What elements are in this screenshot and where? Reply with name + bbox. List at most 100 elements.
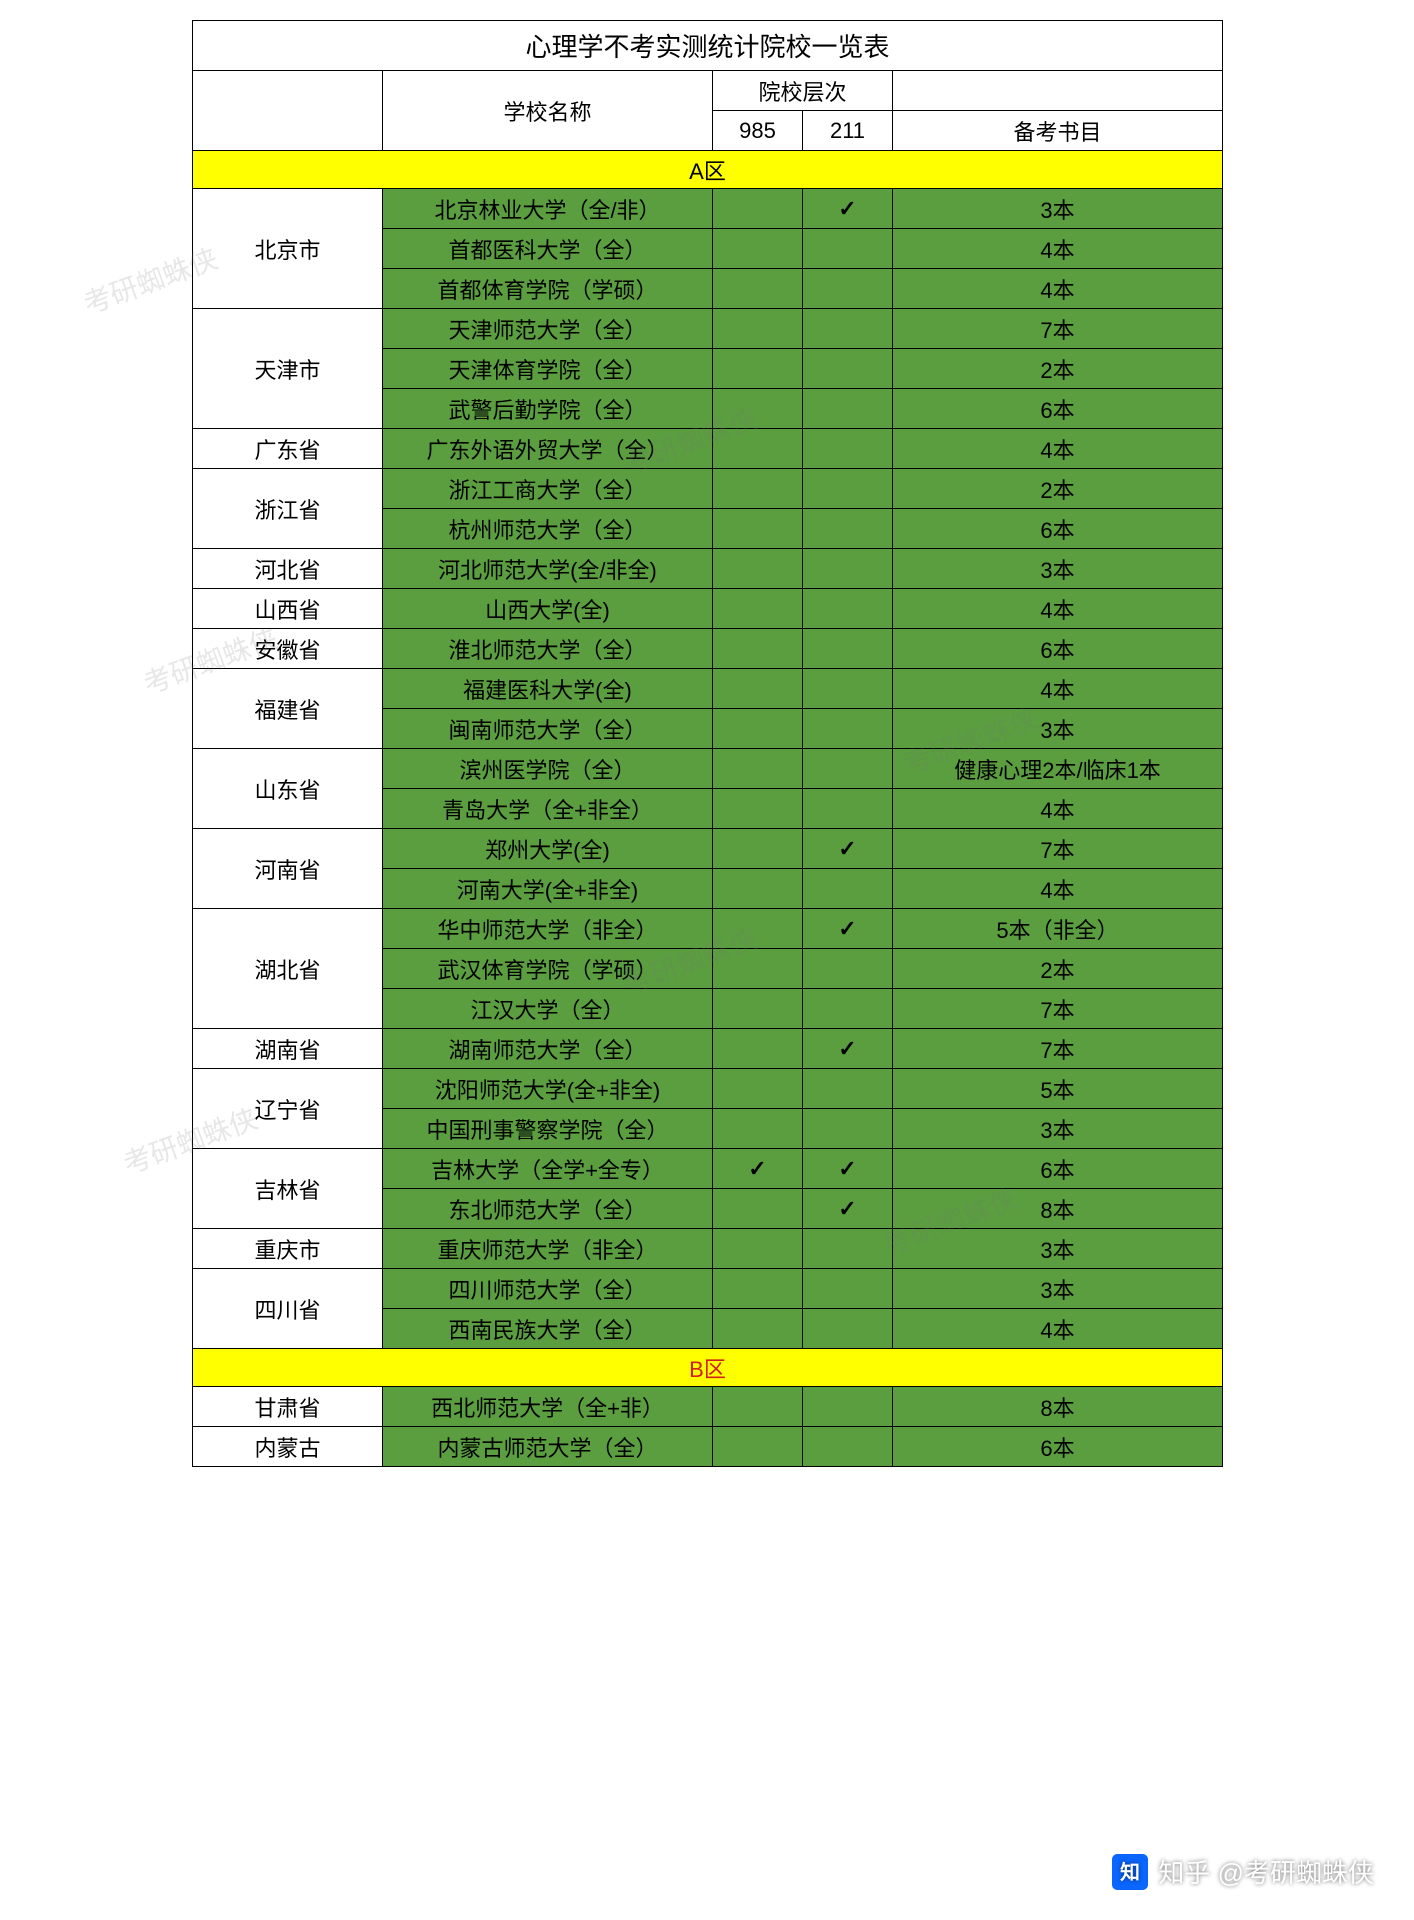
- school-cell: 天津体育学院（全）: [383, 349, 713, 389]
- school-cell: 闽南师范大学（全）: [383, 709, 713, 749]
- c985-cell: [713, 589, 803, 629]
- province-cell: 北京市: [193, 189, 383, 309]
- books-cell: 3本: [893, 189, 1223, 229]
- school-cell: 福建医科大学(全): [383, 669, 713, 709]
- books-cell: 4本: [893, 269, 1223, 309]
- c211-cell: [803, 429, 893, 469]
- zhihu-icon: 知: [1112, 1854, 1148, 1890]
- c211-cell: [803, 509, 893, 549]
- province-cell: 吉林省: [193, 1149, 383, 1229]
- books-cell: 3本: [893, 1229, 1223, 1269]
- c985-cell: [713, 1269, 803, 1309]
- c985-cell: [713, 629, 803, 669]
- c211-cell: [803, 349, 893, 389]
- books-cell: 2本: [893, 949, 1223, 989]
- books-cell: 4本: [893, 589, 1223, 629]
- c985-cell: [713, 1387, 803, 1427]
- c211-cell: [803, 1229, 893, 1269]
- books-cell: 7本: [893, 829, 1223, 869]
- books-cell: 3本: [893, 1109, 1223, 1149]
- books-cell: 2本: [893, 469, 1223, 509]
- c211-cell: ✓: [803, 1029, 893, 1069]
- c211-cell: [803, 1309, 893, 1349]
- books-cell: 4本: [893, 789, 1223, 829]
- province-cell: 安徽省: [193, 629, 383, 669]
- school-cell: 四川师范大学（全）: [383, 1269, 713, 1309]
- section-b: B区: [193, 1349, 1223, 1387]
- books-cell: 6本: [893, 629, 1223, 669]
- books-cell: 6本: [893, 1149, 1223, 1189]
- c985-cell: [713, 429, 803, 469]
- province-cell: 湖北省: [193, 909, 383, 1029]
- school-cell: 北京林业大学（全/非）: [383, 189, 713, 229]
- c985-cell: [713, 189, 803, 229]
- books-cell: 健康心理2本/临床1本: [893, 749, 1223, 789]
- c211-cell: [803, 869, 893, 909]
- books-cell: 8本: [893, 1387, 1223, 1427]
- books-cell: 3本: [893, 1269, 1223, 1309]
- books-cell: 7本: [893, 989, 1223, 1029]
- books-cell: 4本: [893, 1309, 1223, 1349]
- c211-cell: ✓: [803, 189, 893, 229]
- c985-cell: [713, 869, 803, 909]
- header-211: 211: [803, 111, 893, 151]
- c985-cell: [713, 749, 803, 789]
- c985-cell: [713, 989, 803, 1029]
- page-title: 心理学不考实测统计院校一览表: [193, 21, 1223, 71]
- school-cell: 华中师范大学（非全）: [383, 909, 713, 949]
- school-cell: 武警后勤学院（全）: [383, 389, 713, 429]
- header-books: 备考书目: [893, 111, 1223, 151]
- school-cell: 东北师范大学（全）: [383, 1189, 713, 1229]
- header-blank: [193, 71, 383, 151]
- books-cell: 6本: [893, 1427, 1223, 1467]
- province-cell: 四川省: [193, 1269, 383, 1349]
- c211-cell: [803, 669, 893, 709]
- school-cell: 西南民族大学（全）: [383, 1309, 713, 1349]
- province-cell: 湖南省: [193, 1029, 383, 1069]
- c985-cell: [713, 949, 803, 989]
- school-cell: 中国刑事警察学院（全）: [383, 1109, 713, 1149]
- books-cell: 6本: [893, 389, 1223, 429]
- c211-cell: [803, 1427, 893, 1467]
- books-cell: 5本: [893, 1069, 1223, 1109]
- c211-cell: [803, 549, 893, 589]
- c211-cell: [803, 229, 893, 269]
- school-cell: 沈阳师范大学(全+非全): [383, 1069, 713, 1109]
- c985-cell: [713, 349, 803, 389]
- c211-cell: [803, 789, 893, 829]
- school-cell: 滨州医学院（全）: [383, 749, 713, 789]
- books-cell: 4本: [893, 869, 1223, 909]
- books-cell: 8本: [893, 1189, 1223, 1229]
- province-cell: 重庆市: [193, 1229, 383, 1269]
- header-985: 985: [713, 111, 803, 151]
- province-cell: 山东省: [193, 749, 383, 829]
- school-cell: 河北师范大学(全/非全): [383, 549, 713, 589]
- books-cell: 2本: [893, 349, 1223, 389]
- school-cell: 首都医科大学（全）: [383, 229, 713, 269]
- books-cell: 3本: [893, 549, 1223, 589]
- c985-cell: [713, 1427, 803, 1467]
- c211-cell: [803, 989, 893, 1029]
- c985-cell: [713, 269, 803, 309]
- books-cell: 7本: [893, 1029, 1223, 1069]
- province-cell: 广东省: [193, 429, 383, 469]
- c985-cell: [713, 1189, 803, 1229]
- school-cell: 浙江工商大学（全）: [383, 469, 713, 509]
- c985-cell: [713, 309, 803, 349]
- c211-cell: ✓: [803, 1189, 893, 1229]
- province-cell: 浙江省: [193, 469, 383, 549]
- school-cell: 淮北师范大学（全）: [383, 629, 713, 669]
- c985-cell: [713, 829, 803, 869]
- school-cell: 首都体育学院（学硕）: [383, 269, 713, 309]
- svg-text:知: 知: [1120, 1861, 1140, 1884]
- section-a: A区: [193, 151, 1223, 189]
- header-level: 院校层次: [713, 71, 893, 111]
- c985-cell: [713, 1069, 803, 1109]
- school-cell: 郑州大学(全): [383, 829, 713, 869]
- books-cell: 6本: [893, 509, 1223, 549]
- c985-cell: [713, 389, 803, 429]
- province-cell: 河北省: [193, 549, 383, 589]
- books-cell: 5本（非全）: [893, 909, 1223, 949]
- c211-cell: [803, 629, 893, 669]
- school-cell: 吉林大学（全学+全专）: [383, 1149, 713, 1189]
